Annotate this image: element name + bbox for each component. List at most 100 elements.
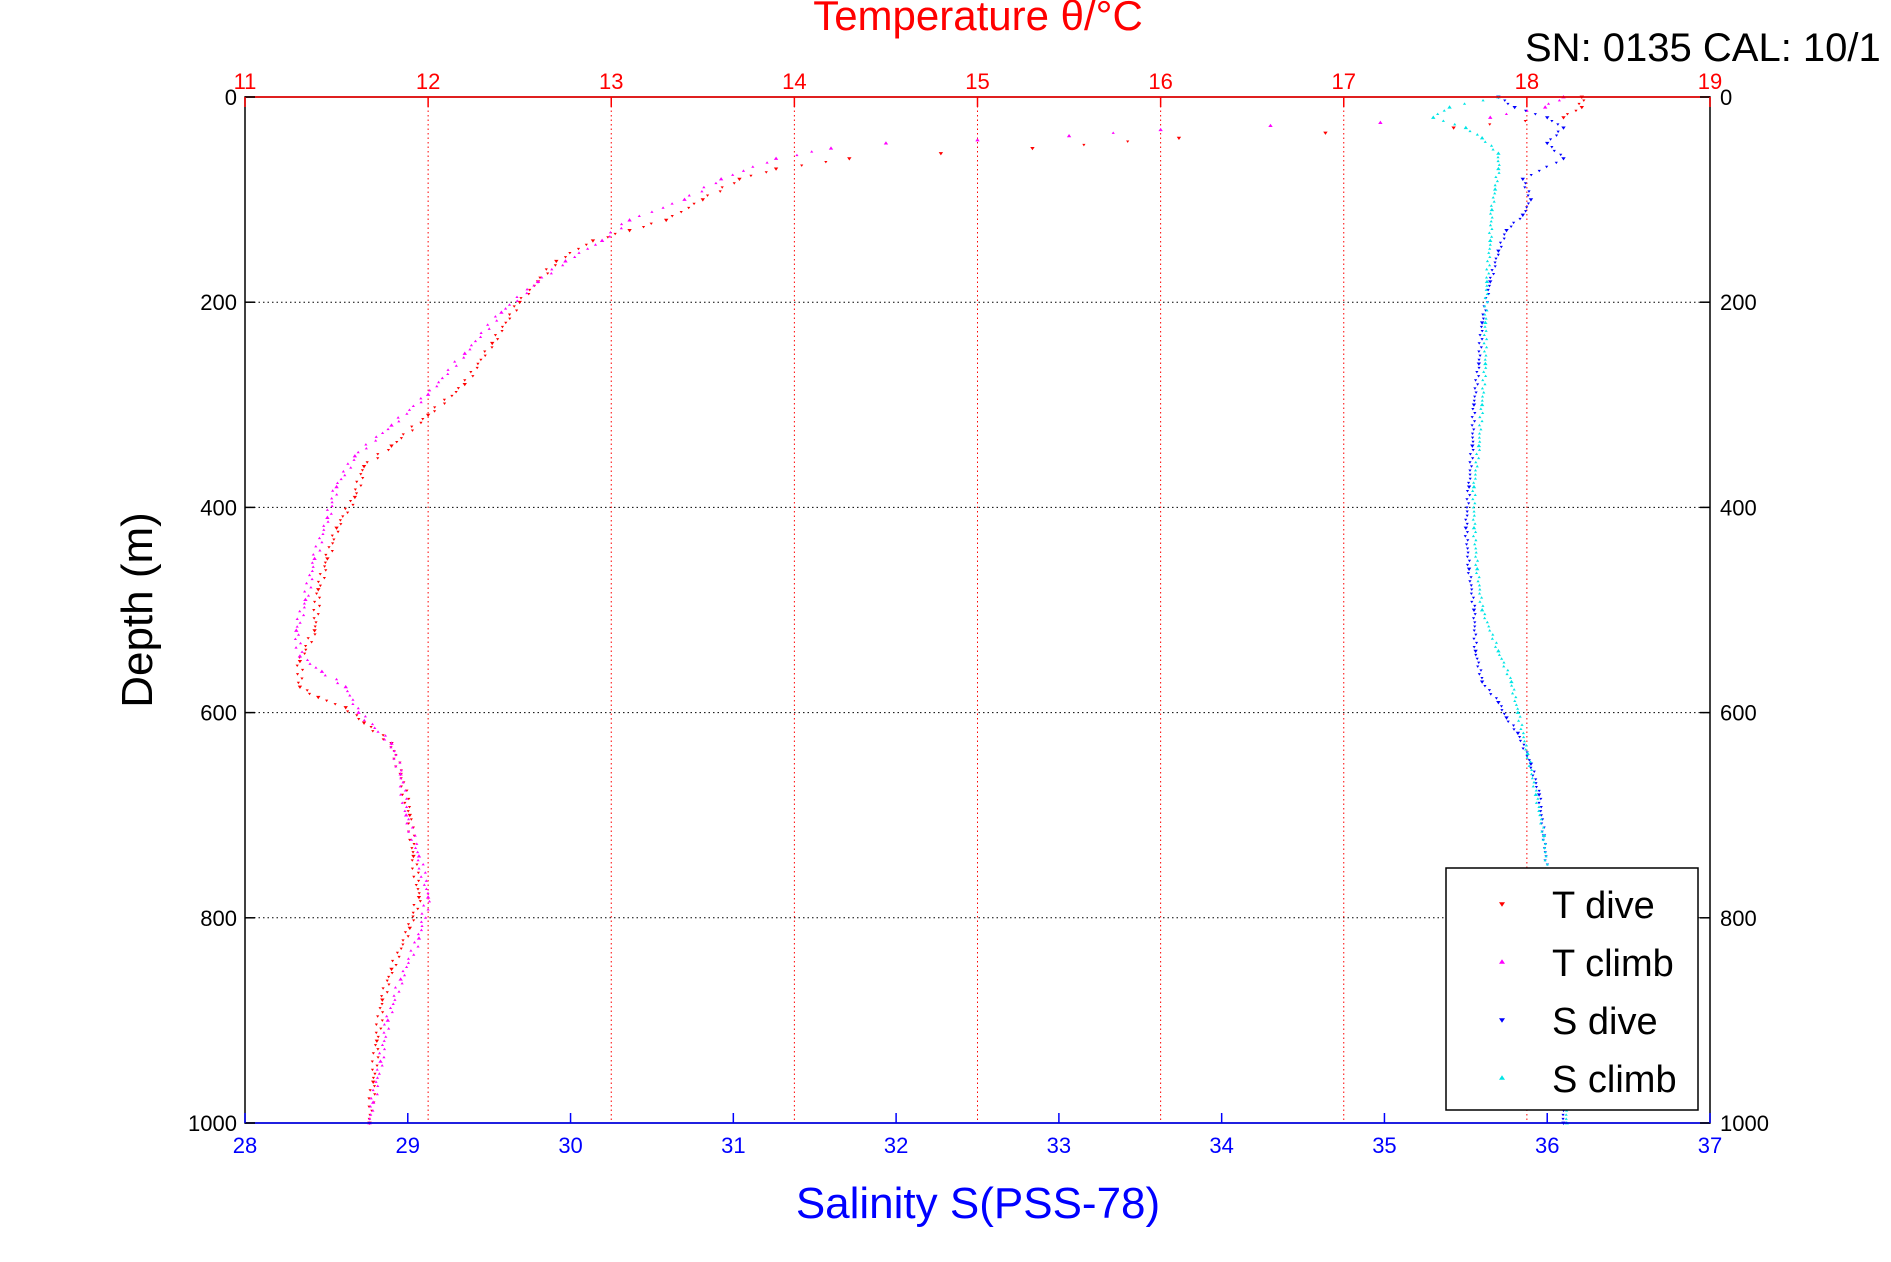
data-point <box>469 343 474 347</box>
data-point <box>409 949 413 952</box>
data-point <box>318 584 322 588</box>
data-point <box>700 198 706 202</box>
data-point <box>493 315 498 318</box>
data-point <box>1539 810 1543 813</box>
data-point <box>1537 169 1541 173</box>
data-point <box>1473 555 1478 558</box>
data-point <box>390 959 395 963</box>
data-point <box>416 932 421 936</box>
data-point <box>406 830 411 833</box>
data-point <box>1490 235 1494 238</box>
data-point <box>341 515 345 518</box>
data-point <box>361 721 367 725</box>
data-point <box>397 420 401 423</box>
data-point <box>297 685 303 689</box>
data-point <box>476 362 480 366</box>
data-point <box>1472 399 1476 403</box>
temperature-tick-label: 11 <box>234 69 257 94</box>
data-point <box>1474 551 1478 554</box>
data-point <box>376 1084 380 1088</box>
data-point <box>1564 1113 1568 1116</box>
data-point <box>1518 736 1522 739</box>
data-point <box>462 356 466 359</box>
data-point <box>381 738 385 741</box>
data-point <box>1525 755 1529 758</box>
data-point <box>417 892 421 895</box>
data-point <box>433 406 437 409</box>
data-point <box>404 797 409 800</box>
data-point <box>1478 354 1482 357</box>
data-point <box>384 1035 388 1038</box>
data-point <box>975 138 980 142</box>
data-point <box>1515 710 1521 714</box>
data-point <box>1504 229 1509 233</box>
data-point <box>374 1023 378 1026</box>
data-point <box>1487 231 1491 234</box>
serial-calibration-label: SN: 0135 CAL: 10/1 <box>1525 26 1881 70</box>
data-point <box>1499 705 1504 708</box>
data-point <box>1544 854 1548 858</box>
data-point <box>398 761 402 764</box>
data-point <box>1473 604 1477 608</box>
data-point <box>500 325 505 329</box>
data-point <box>1582 99 1586 102</box>
data-point <box>311 553 315 556</box>
data-point <box>335 493 339 496</box>
data-point <box>392 749 396 753</box>
data-point <box>1442 109 1446 112</box>
data-point <box>419 875 423 878</box>
data-point <box>310 569 314 572</box>
data-point <box>369 1096 373 1100</box>
data-point <box>1483 296 1487 300</box>
data-point <box>1559 153 1563 157</box>
data-point <box>550 267 554 271</box>
data-point <box>379 1027 383 1031</box>
data-point <box>1479 136 1485 140</box>
data-point <box>399 947 403 951</box>
data-point <box>1474 452 1479 456</box>
data-point <box>1485 308 1489 312</box>
data-point <box>332 538 336 541</box>
data-point <box>364 446 368 450</box>
data-point <box>456 387 460 390</box>
data-point <box>800 164 804 167</box>
data-point <box>1536 797 1540 800</box>
data-point <box>714 181 718 185</box>
data-point <box>298 641 303 645</box>
data-point <box>1514 703 1518 706</box>
data-point <box>1483 304 1487 308</box>
data-point <box>305 689 309 692</box>
data-point <box>1480 395 1485 398</box>
data-point <box>1473 501 1477 505</box>
data-point <box>1482 341 1486 345</box>
data-point <box>1472 481 1476 484</box>
data-point <box>1479 407 1483 410</box>
data-point <box>376 453 380 456</box>
data-point <box>1561 1117 1565 1121</box>
data-point <box>351 702 355 706</box>
depth-tick-label-left: 400 <box>200 495 237 520</box>
data-point <box>373 1044 378 1047</box>
data-point <box>1484 374 1488 378</box>
data-point <box>1504 112 1509 116</box>
data-point <box>718 190 722 193</box>
data-point <box>343 473 347 477</box>
data-point <box>369 1113 373 1116</box>
temperature-tick-label: 12 <box>416 69 440 94</box>
depth-tick-label-right: 0 <box>1720 85 1732 110</box>
data-point <box>376 1015 380 1018</box>
data-point <box>303 597 308 602</box>
data-point <box>395 441 399 444</box>
data-point <box>1488 276 1492 280</box>
data-point <box>419 400 423 404</box>
data-point <box>389 444 394 448</box>
data-point <box>528 288 532 292</box>
data-point <box>1464 543 1469 546</box>
data-point <box>1493 265 1497 268</box>
data-point <box>1483 616 1487 620</box>
data-point <box>393 986 398 989</box>
data-point <box>1126 140 1130 143</box>
data-point <box>355 714 359 717</box>
data-point <box>1471 448 1475 452</box>
data-point <box>379 995 384 998</box>
